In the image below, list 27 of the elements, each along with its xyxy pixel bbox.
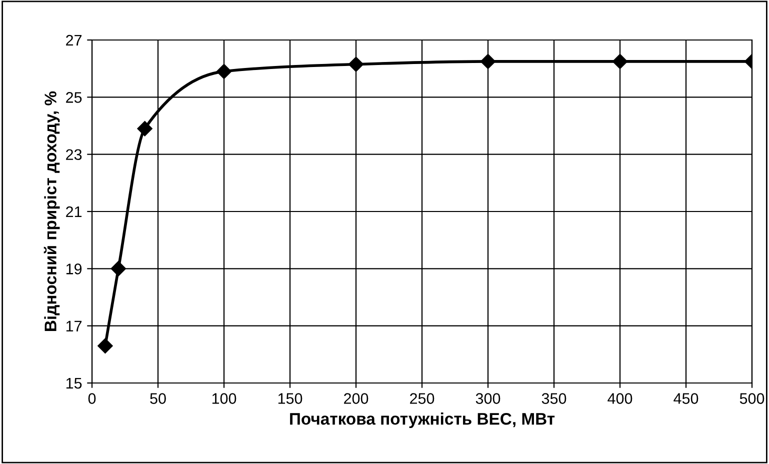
x-tick-label: 500: [740, 393, 764, 404]
x-tick-label: 150: [278, 393, 302, 404]
x-tick-label: 100: [212, 393, 236, 404]
point: [612, 54, 628, 70]
point: [348, 56, 364, 72]
x-tick-label: 400: [608, 393, 632, 404]
point: [480, 54, 496, 70]
x-tick-label: 50: [150, 393, 166, 404]
x-tick-label: 250: [410, 393, 434, 404]
x-tick-label: 200: [344, 393, 368, 404]
x-tick-label: 350: [542, 393, 566, 404]
x-tick-label: 0: [88, 393, 96, 404]
y-tick-label: 21: [66, 206, 82, 218]
point: [216, 64, 232, 80]
y-tick-label: 25: [66, 92, 82, 103]
point: [98, 338, 113, 354]
y-tick-label: 19: [66, 264, 82, 274]
y-tick-label: 23: [66, 149, 82, 160]
y-tick-label: 27: [66, 34, 82, 46]
x-axis-title: Початкова потужність ВЕС, МВт: [290, 412, 555, 428]
y-tick-label: 17: [66, 320, 82, 332]
point: [137, 121, 152, 136]
y-axis-title: Відносний приріст доходу, %: [44, 91, 60, 331]
y-tick-label: 15: [66, 378, 82, 389]
x-tick-label: 450: [674, 393, 698, 404]
point: [110, 261, 126, 276]
x-tick-label: 300: [476, 393, 500, 404]
